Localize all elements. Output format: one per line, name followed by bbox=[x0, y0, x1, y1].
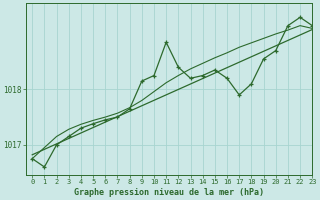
X-axis label: Graphe pression niveau de la mer (hPa): Graphe pression niveau de la mer (hPa) bbox=[74, 188, 264, 197]
